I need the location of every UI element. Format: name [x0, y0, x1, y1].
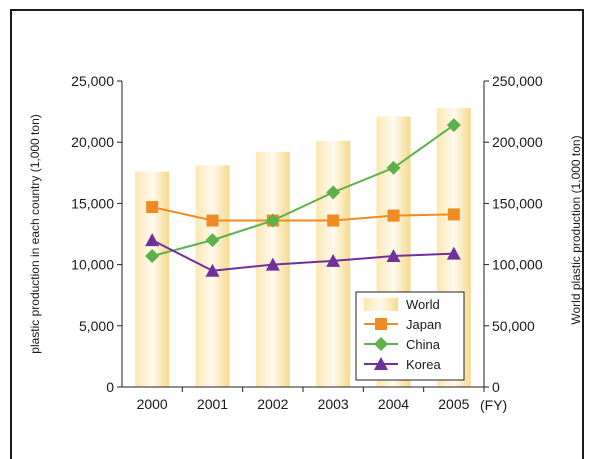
right-tick-label: 0	[492, 379, 500, 395]
korea-point-2004	[386, 249, 401, 263]
legend-label-china: China	[406, 337, 441, 352]
china-point-2004	[386, 160, 401, 175]
korea-point-2000	[145, 233, 160, 247]
x-unit-label: (FY)	[480, 397, 507, 413]
legend-label-korea: Korea	[406, 357, 441, 372]
left-tick-label: 25,000	[71, 73, 114, 89]
left-tick-label: 15,000	[71, 195, 114, 211]
left-tick-label: 20,000	[71, 134, 114, 150]
right-tick-label: 150,000	[492, 195, 543, 211]
korea-point-2001	[205, 263, 220, 277]
legend-swatch-world	[364, 298, 398, 311]
japan-point-2001	[206, 214, 219, 227]
china-point-2003	[326, 185, 341, 200]
x-tick-label: 2000	[137, 396, 168, 412]
china-point-2005	[446, 118, 461, 133]
china-point-2002	[265, 213, 280, 228]
legend-label-japan: Japan	[406, 317, 441, 332]
china-point-2000	[145, 249, 160, 264]
right-tick-label: 100,000	[492, 257, 543, 273]
legend: World Japan China Korea	[355, 291, 465, 381]
legend-marker-china	[374, 337, 388, 351]
x-tick-label: 2004	[378, 396, 409, 412]
china-point-2001	[205, 233, 220, 248]
legend-label-world: World	[406, 297, 440, 312]
right-tick-label: 200,000	[492, 134, 543, 150]
left-tick-label: 10,000	[71, 257, 114, 273]
right-tick-label: 250,000	[492, 73, 543, 89]
left-tick-label: 5,000	[79, 318, 114, 334]
japan-line	[151, 206, 454, 222]
x-tick-label: 2001	[197, 396, 228, 412]
japan-point-2004	[387, 209, 400, 222]
china-line	[151, 124, 455, 257]
right-axis-title: World plastic production (1,000 ton)	[569, 135, 583, 324]
korea-point-2002	[265, 257, 280, 271]
x-tick-label: 2002	[257, 396, 288, 412]
chart-frame	[10, 9, 584, 459]
right-tick-label: 50,000	[492, 318, 535, 334]
japan-point-2005	[447, 208, 460, 221]
korea-point-2005	[446, 246, 461, 260]
axes: 25,000 20,000 15,000 10,000 5,000 0 250,000 200…	[71, 73, 543, 412]
korea-line	[151, 239, 454, 272]
left-axis-title: plastic production in each country (1,00…	[28, 114, 42, 353]
x-tick-label: 2003	[318, 396, 349, 412]
legend-marker-korea	[374, 357, 388, 370]
japan-point-2003	[327, 214, 340, 227]
left-tick-label: 0	[106, 379, 114, 395]
korea-point-2003	[326, 253, 341, 267]
x-tick-label: 2005	[438, 396, 469, 412]
japan-point-2000	[146, 201, 159, 214]
country-lines	[145, 118, 461, 277]
legend-marker-japan	[375, 318, 387, 330]
